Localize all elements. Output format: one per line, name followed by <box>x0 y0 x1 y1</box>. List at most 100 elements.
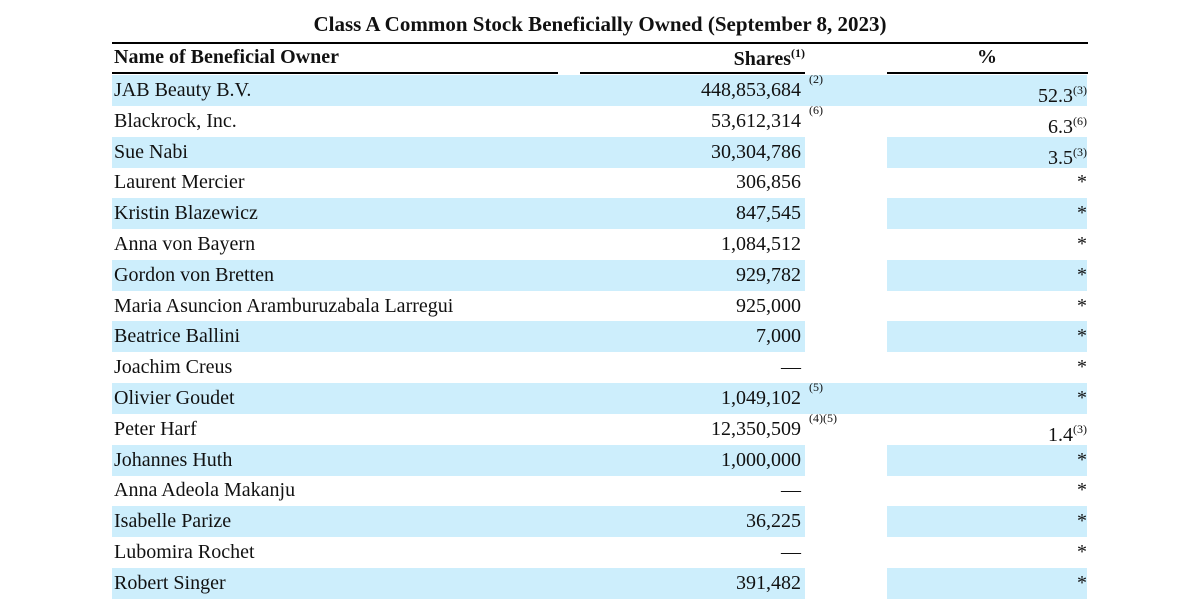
owner-name: Isabelle Parize <box>112 506 558 538</box>
owner-name: Johannes Huth <box>112 444 558 476</box>
top-rule <box>112 42 1088 44</box>
shares-note-cell: (2) <box>805 72 887 106</box>
shares-note: (4)(5) <box>809 410 837 425</box>
percent-cell: * <box>887 321 1087 353</box>
percent: * <box>1077 263 1087 286</box>
shares: 306,856 <box>736 171 801 194</box>
shares-note-cell <box>805 568 887 599</box>
owner-name: JAB Beauty B.V. <box>112 75 558 106</box>
shares-note-cell <box>805 445 887 476</box>
shares: 925,000 <box>736 294 801 317</box>
cell-gap <box>558 75 580 106</box>
percent-cell: 6.3(6) <box>887 106 1087 138</box>
shares-note-cell: (5) <box>805 380 887 414</box>
shares: 36,225 <box>580 506 805 538</box>
shares: 53,612,314 <box>711 109 801 132</box>
percent: * <box>1077 294 1087 317</box>
shares-note-cell <box>805 198 887 229</box>
percent: * <box>1077 448 1087 471</box>
shares-note-cell <box>805 352 887 383</box>
percent: * <box>1077 571 1087 594</box>
owner-name: Beatrice Ballini <box>112 321 558 353</box>
owner-name: Joachim Creus <box>114 356 233 379</box>
percent: * <box>1077 387 1087 409</box>
cell-gap <box>558 321 580 353</box>
shares-note-cell <box>805 137 887 168</box>
percent: * <box>1077 202 1087 225</box>
shares-note-cell <box>805 537 887 568</box>
cell-gap <box>558 259 580 291</box>
cell-gap <box>558 475 580 506</box>
percent-note: (3) <box>1073 421 1087 436</box>
percent-cell: 1.4(3) <box>887 414 1087 446</box>
percent: * <box>1077 233 1087 255</box>
header-name: Name of Beneficial Owner <box>114 46 339 68</box>
percent: * <box>1077 171 1087 194</box>
cell-gap <box>558 537 580 568</box>
table-title: Class A Common Stock Beneficially Owned … <box>313 12 887 36</box>
header-percent: % <box>977 46 997 68</box>
percent-note: (3) <box>1073 144 1087 159</box>
shares-note-cell <box>805 321 887 352</box>
shares: 1,084,512 <box>721 233 801 255</box>
owner-name: Robert Singer <box>112 567 558 599</box>
header-rule <box>887 72 1088 74</box>
header-rule <box>112 72 558 74</box>
percent: * <box>1077 479 1087 502</box>
shares-note-cell: (6) <box>805 102 887 137</box>
cell-gap <box>558 291 580 322</box>
owner-name: Anna von Bayern <box>114 233 256 255</box>
cell-gap <box>558 383 580 414</box>
shares-note-cell <box>805 291 887 322</box>
cell-gap <box>558 198 580 230</box>
owner-name: Laurent Mercier <box>114 171 245 194</box>
shares-note-cell <box>805 475 887 506</box>
percent-cell: * <box>887 259 1087 291</box>
percent-cell: * <box>887 444 1087 476</box>
shares: 30,304,786 <box>580 136 805 168</box>
percent: * <box>1077 356 1087 379</box>
cell-gap <box>558 567 580 599</box>
shares-note-cell <box>805 260 887 291</box>
shares-note: (5) <box>809 380 823 394</box>
owner-name: Peter Harf <box>114 417 197 440</box>
owner-name: Anna Adeola Makanju <box>114 479 296 502</box>
percent-cell: * <box>887 229 1087 260</box>
percent-cell: 3.5(3) <box>887 136 1087 169</box>
cell-gap <box>558 444 580 476</box>
percent-note: (6) <box>1073 113 1087 128</box>
cell-gap <box>558 352 580 383</box>
header-shares: Shares(1) <box>580 46 805 71</box>
percent-cell: * <box>887 506 1087 538</box>
shares-note: (6) <box>809 102 823 117</box>
shares-note-cell <box>805 506 887 537</box>
shares-note-cell <box>805 229 887 260</box>
percent-cell: * <box>887 567 1087 599</box>
owner-name: Gordon von Bretten <box>112 259 558 291</box>
shares-note-cell: (4)(5) <box>805 410 887 445</box>
percent: 52.3 <box>1038 85 1073 107</box>
percent: * <box>1077 510 1087 533</box>
percent-cell: * <box>887 291 1087 322</box>
owner-name: Kristin Blazewicz <box>112 198 558 230</box>
shares: 1,000,000 <box>580 444 805 476</box>
percent-cell: * <box>887 352 1087 383</box>
owner-name: Maria Asuncion Aramburuzabala Larregui <box>114 294 454 317</box>
percent-cell: * <box>887 475 1087 506</box>
cell-gap <box>558 229 580 260</box>
percent-cell: * <box>887 383 1087 414</box>
percent: 6.3 <box>1048 115 1073 138</box>
cell-gap <box>558 506 580 538</box>
percent-cell: * <box>887 537 1087 568</box>
shares: 448,853,684 <box>580 75 805 106</box>
cell-gap <box>558 167 580 198</box>
owner-name: Olivier Goudet <box>112 383 558 414</box>
percent-note: (3) <box>1073 83 1087 97</box>
header-shares-note: (1) <box>791 46 805 60</box>
percent: 1.4 <box>1048 423 1073 446</box>
shares: 12,350,509 <box>711 417 801 440</box>
percent-cell: 52.3(3) <box>887 75 1087 107</box>
shares: 1,049,102 <box>580 383 805 414</box>
shares: — <box>781 356 801 379</box>
